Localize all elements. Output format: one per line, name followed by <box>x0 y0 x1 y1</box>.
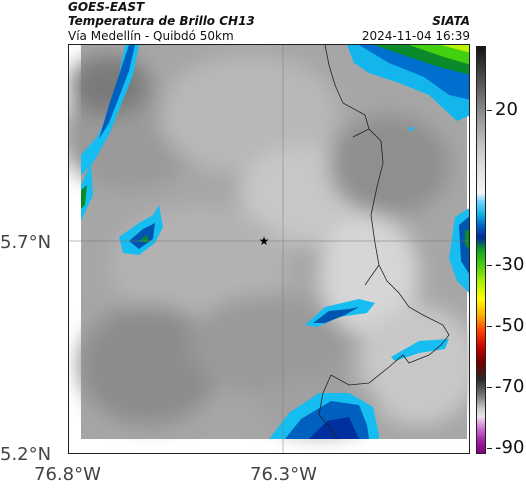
y-label-5-7: 5.7°N <box>0 232 52 253</box>
x-label-76-8: 76.8°W <box>34 464 101 485</box>
colorbar-label-20: 20 <box>495 99 518 120</box>
colorbar-label-minus50: -50 <box>495 315 525 336</box>
colorbar-label-minus30: -30 <box>495 254 525 275</box>
graticule <box>69 45 469 453</box>
map-canvas: ★ <box>69 45 469 453</box>
header-subtitle: Temperatura de Brillo CH13 <box>68 14 255 28</box>
location-marker: ★ <box>259 234 270 248</box>
header-org: SIATA <box>432 14 470 28</box>
colorbar-tick <box>487 326 492 327</box>
colorbar-label-minus70: -70 <box>495 376 525 397</box>
x-label-76-3: 76.3°W <box>250 464 317 485</box>
y-label-5-2: 5.2°N <box>0 444 52 465</box>
colorbar-tick <box>487 110 492 111</box>
header-timestamp: 2024-11-04 16:39 <box>361 29 470 43</box>
colorbar-tick <box>487 448 492 449</box>
colorbar-label-minus90: -90 <box>495 437 525 458</box>
colorbar-tick <box>487 387 492 388</box>
cold-cloud-features <box>81 45 469 439</box>
colorbar-tick <box>487 265 492 266</box>
header-title: GOES-EAST <box>68 0 145 14</box>
satellite-map: ★ <box>68 44 470 454</box>
header-region: Vía Medellín - Quibdó 50km <box>68 29 234 43</box>
colorbar <box>476 46 486 454</box>
svg-text:★: ★ <box>259 234 270 248</box>
border-lines <box>318 45 450 440</box>
